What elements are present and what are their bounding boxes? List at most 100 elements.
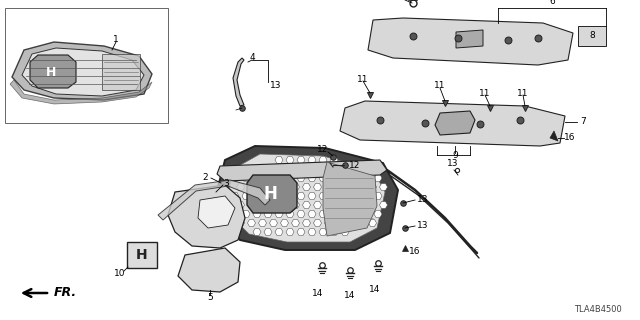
Polygon shape (280, 165, 289, 172)
Polygon shape (231, 211, 239, 218)
Text: 5: 5 (207, 293, 213, 302)
Polygon shape (275, 193, 283, 199)
Polygon shape (550, 131, 558, 141)
Polygon shape (248, 220, 255, 227)
Text: FR.: FR. (54, 286, 77, 300)
Polygon shape (259, 202, 266, 208)
Polygon shape (346, 202, 355, 208)
Polygon shape (30, 55, 76, 88)
Polygon shape (291, 220, 300, 227)
Polygon shape (248, 202, 255, 208)
Polygon shape (286, 193, 294, 199)
Polygon shape (308, 211, 316, 218)
Text: H: H (263, 185, 277, 203)
Polygon shape (198, 196, 235, 228)
Polygon shape (369, 184, 376, 190)
Polygon shape (259, 165, 266, 172)
Polygon shape (291, 165, 300, 172)
Polygon shape (352, 174, 360, 181)
Polygon shape (314, 165, 321, 172)
Polygon shape (237, 184, 244, 190)
Polygon shape (341, 211, 349, 218)
Polygon shape (352, 211, 360, 218)
Polygon shape (303, 202, 310, 208)
Polygon shape (308, 174, 316, 181)
Text: 11: 11 (479, 89, 491, 98)
Polygon shape (275, 228, 283, 236)
Polygon shape (10, 80, 152, 104)
Text: 15: 15 (399, 0, 411, 3)
Polygon shape (363, 174, 371, 181)
Polygon shape (275, 211, 283, 218)
Polygon shape (269, 202, 278, 208)
Polygon shape (346, 184, 355, 190)
Text: TLA4B4500: TLA4B4500 (574, 305, 622, 314)
Polygon shape (324, 165, 333, 172)
Polygon shape (319, 211, 327, 218)
Text: 14: 14 (369, 284, 381, 293)
Text: 16: 16 (409, 247, 420, 257)
Polygon shape (12, 42, 152, 100)
FancyBboxPatch shape (102, 54, 140, 90)
Polygon shape (358, 220, 365, 227)
Text: 13: 13 (447, 158, 459, 167)
Polygon shape (319, 174, 327, 181)
Polygon shape (242, 211, 250, 218)
Polygon shape (335, 220, 344, 227)
Polygon shape (335, 184, 344, 190)
Polygon shape (308, 228, 316, 236)
Text: 10: 10 (115, 268, 125, 277)
Polygon shape (231, 174, 239, 181)
Polygon shape (323, 162, 377, 236)
Polygon shape (158, 180, 270, 220)
Polygon shape (346, 165, 355, 172)
Polygon shape (374, 211, 382, 218)
Text: 11: 11 (357, 75, 369, 84)
Polygon shape (253, 228, 261, 236)
Polygon shape (297, 211, 305, 218)
Polygon shape (280, 202, 289, 208)
Polygon shape (231, 193, 239, 199)
Text: 16: 16 (564, 133, 576, 142)
Polygon shape (330, 211, 338, 218)
Polygon shape (319, 156, 327, 164)
Text: 11: 11 (435, 82, 445, 91)
Polygon shape (363, 193, 371, 199)
Polygon shape (242, 193, 250, 199)
Polygon shape (264, 228, 272, 236)
Polygon shape (341, 193, 349, 199)
Polygon shape (319, 193, 327, 199)
Polygon shape (248, 165, 255, 172)
Polygon shape (308, 193, 316, 199)
Text: 11: 11 (517, 89, 529, 98)
Polygon shape (380, 184, 387, 190)
Polygon shape (341, 228, 349, 236)
Polygon shape (369, 202, 376, 208)
Polygon shape (380, 202, 387, 208)
Polygon shape (324, 202, 333, 208)
Polygon shape (269, 184, 278, 190)
Polygon shape (319, 228, 327, 236)
FancyBboxPatch shape (578, 26, 606, 46)
Polygon shape (253, 174, 261, 181)
Polygon shape (275, 174, 283, 181)
Polygon shape (22, 48, 144, 96)
Polygon shape (247, 175, 297, 213)
Polygon shape (233, 58, 244, 106)
Polygon shape (308, 156, 316, 164)
Polygon shape (324, 220, 333, 227)
Polygon shape (314, 202, 321, 208)
Polygon shape (456, 30, 483, 48)
Polygon shape (264, 211, 272, 218)
Polygon shape (369, 220, 376, 227)
Text: 8: 8 (589, 31, 595, 41)
Polygon shape (269, 165, 278, 172)
Polygon shape (286, 156, 294, 164)
Polygon shape (291, 184, 300, 190)
Text: 6: 6 (549, 0, 555, 5)
Polygon shape (335, 165, 344, 172)
Text: 12: 12 (349, 161, 361, 170)
Text: 14: 14 (312, 289, 324, 298)
Polygon shape (358, 184, 365, 190)
Polygon shape (335, 202, 344, 208)
